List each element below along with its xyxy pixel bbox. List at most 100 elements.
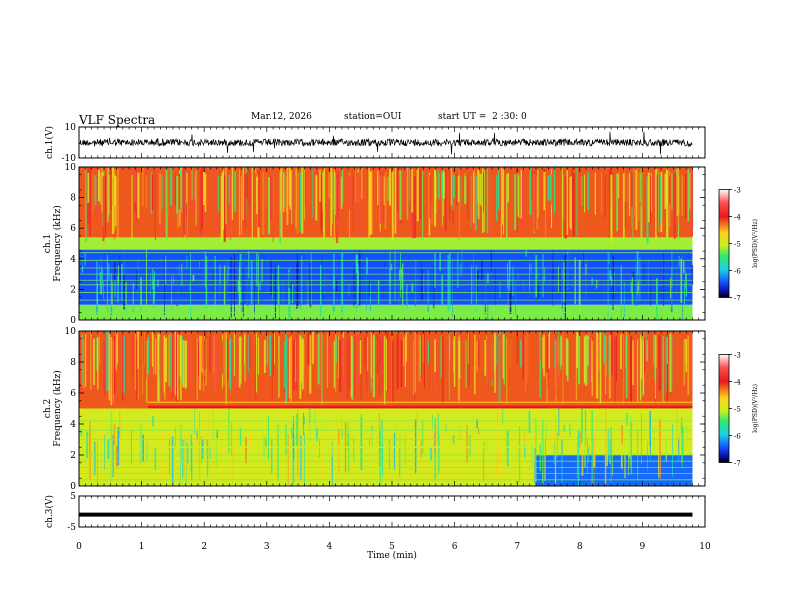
spectral-streak: [328, 172, 330, 199]
spectral-streak: [299, 172, 302, 232]
spectral-streak: [118, 275, 120, 301]
spectral-streak: [614, 337, 616, 405]
spectral-streak: [478, 340, 480, 367]
spectral-streak: [182, 167, 184, 232]
spectral-streak: [282, 173, 284, 202]
y-tick-label: 5: [70, 492, 76, 502]
spectral-streak: [678, 175, 680, 215]
spectral-streak: [429, 175, 431, 219]
spectral-streak: [459, 335, 460, 404]
spectral-streak: [239, 427, 242, 446]
spectral-streak: [610, 427, 612, 486]
spectral-streak: [508, 260, 511, 292]
spectral-streak: [180, 424, 182, 460]
spectral-streak: [547, 175, 549, 201]
spectral-streak: [167, 167, 170, 216]
spectral-streak: [658, 419, 660, 478]
spectral-streak: [157, 279, 159, 287]
spectral-streak: [263, 435, 265, 457]
spectral-streak: [393, 433, 395, 470]
spectral-streak: [431, 425, 433, 439]
spectral-streak: [350, 335, 353, 397]
spectral-streak: [499, 171, 502, 221]
spectral-streak: [306, 254, 309, 304]
spectral-streak: [431, 169, 433, 203]
spectral-streak: [595, 340, 598, 400]
spectral-streak: [465, 340, 467, 388]
spectral-streak: [107, 439, 110, 459]
spectral-streak: [215, 332, 218, 391]
spectral-streak: [117, 169, 119, 241]
date-label: Mar.12, 2026: [251, 112, 312, 122]
y-tick-label: 10: [65, 163, 77, 173]
spectral-streak: [340, 176, 343, 209]
spectral-streak: [115, 331, 118, 372]
spectral-streak: [164, 337, 168, 382]
spectral-streak: [166, 431, 169, 482]
spectral-streak: [421, 420, 424, 454]
spectral-streak: [291, 283, 294, 304]
spectral-streak: [430, 336, 432, 395]
spectral-streak: [97, 338, 99, 390]
spectral-streak: [227, 261, 228, 285]
spectral-streak: [500, 167, 502, 238]
spectral-streak: [678, 434, 681, 441]
spectral-streak: [478, 427, 480, 435]
spectral-streak: [144, 331, 146, 367]
spectral-streak: [338, 445, 341, 470]
spectral-streak: [658, 170, 660, 232]
spectral-streak: [85, 167, 87, 243]
spectral-streak: [299, 335, 302, 399]
spectral-streak: [293, 175, 296, 210]
spectral-band: [79, 249, 693, 305]
spectral-streak: [558, 408, 560, 436]
spectral-streak: [179, 169, 183, 212]
spectral-streak: [370, 171, 373, 235]
spectral-streak: [616, 173, 619, 232]
spectral-streak: [420, 440, 423, 458]
spectral-streak: [437, 413, 439, 475]
ch1-frequency-label-line: Frequency (kHz): [52, 205, 63, 282]
spectral-streak: [549, 174, 552, 201]
spectral-streak: [572, 173, 575, 237]
spectral-streak: [286, 168, 289, 226]
y-tick-label: 8: [70, 194, 76, 204]
spectral-streak: [669, 333, 672, 392]
spectral-streak: [182, 340, 185, 388]
spectral-streak: [474, 334, 476, 395]
spectral-streak: [400, 340, 403, 388]
ch3-waveform-panel: 5 -5 ch.3(V): [44, 492, 706, 533]
spectral-streak: [231, 167, 234, 220]
spectral-streak: [204, 173, 207, 213]
spectral-streak: [684, 173, 687, 219]
spectral-streak: [153, 168, 155, 217]
spectral-streak: [502, 409, 504, 425]
spectral-streak: [355, 273, 358, 305]
spectral-streak: [176, 251, 178, 307]
x-tick-label: 5: [389, 542, 395, 552]
spectral-streak: [555, 339, 557, 401]
spectral-streak: [319, 438, 320, 458]
spectral-streak: [213, 270, 216, 294]
spectral-streak: [196, 338, 198, 400]
spectral-streak: [300, 435, 302, 480]
spectral-streak: [557, 433, 558, 458]
spectral-streak: [259, 282, 261, 291]
spectral-streak: [186, 172, 188, 239]
spectral-streak: [205, 338, 207, 386]
spectral-streak: [600, 171, 602, 213]
spectral-streak: [115, 446, 118, 467]
spectral-streak: [353, 437, 355, 461]
spectral-streak: [359, 340, 362, 374]
spectral-streak: [611, 332, 614, 375]
spectral-streak: [391, 340, 394, 402]
ch2-frequency-label: ch.2Frequency (kHz): [43, 370, 63, 447]
spectral-streak: [551, 419, 553, 450]
spectral-streak: [271, 336, 273, 403]
spectral-streak: [368, 168, 370, 238]
spectral-streak: [98, 169, 100, 202]
spectral-streak: [540, 436, 542, 456]
spectral-streak: [373, 444, 375, 486]
spectral-streak: [503, 169, 505, 235]
spectral-streak: [332, 171, 335, 210]
